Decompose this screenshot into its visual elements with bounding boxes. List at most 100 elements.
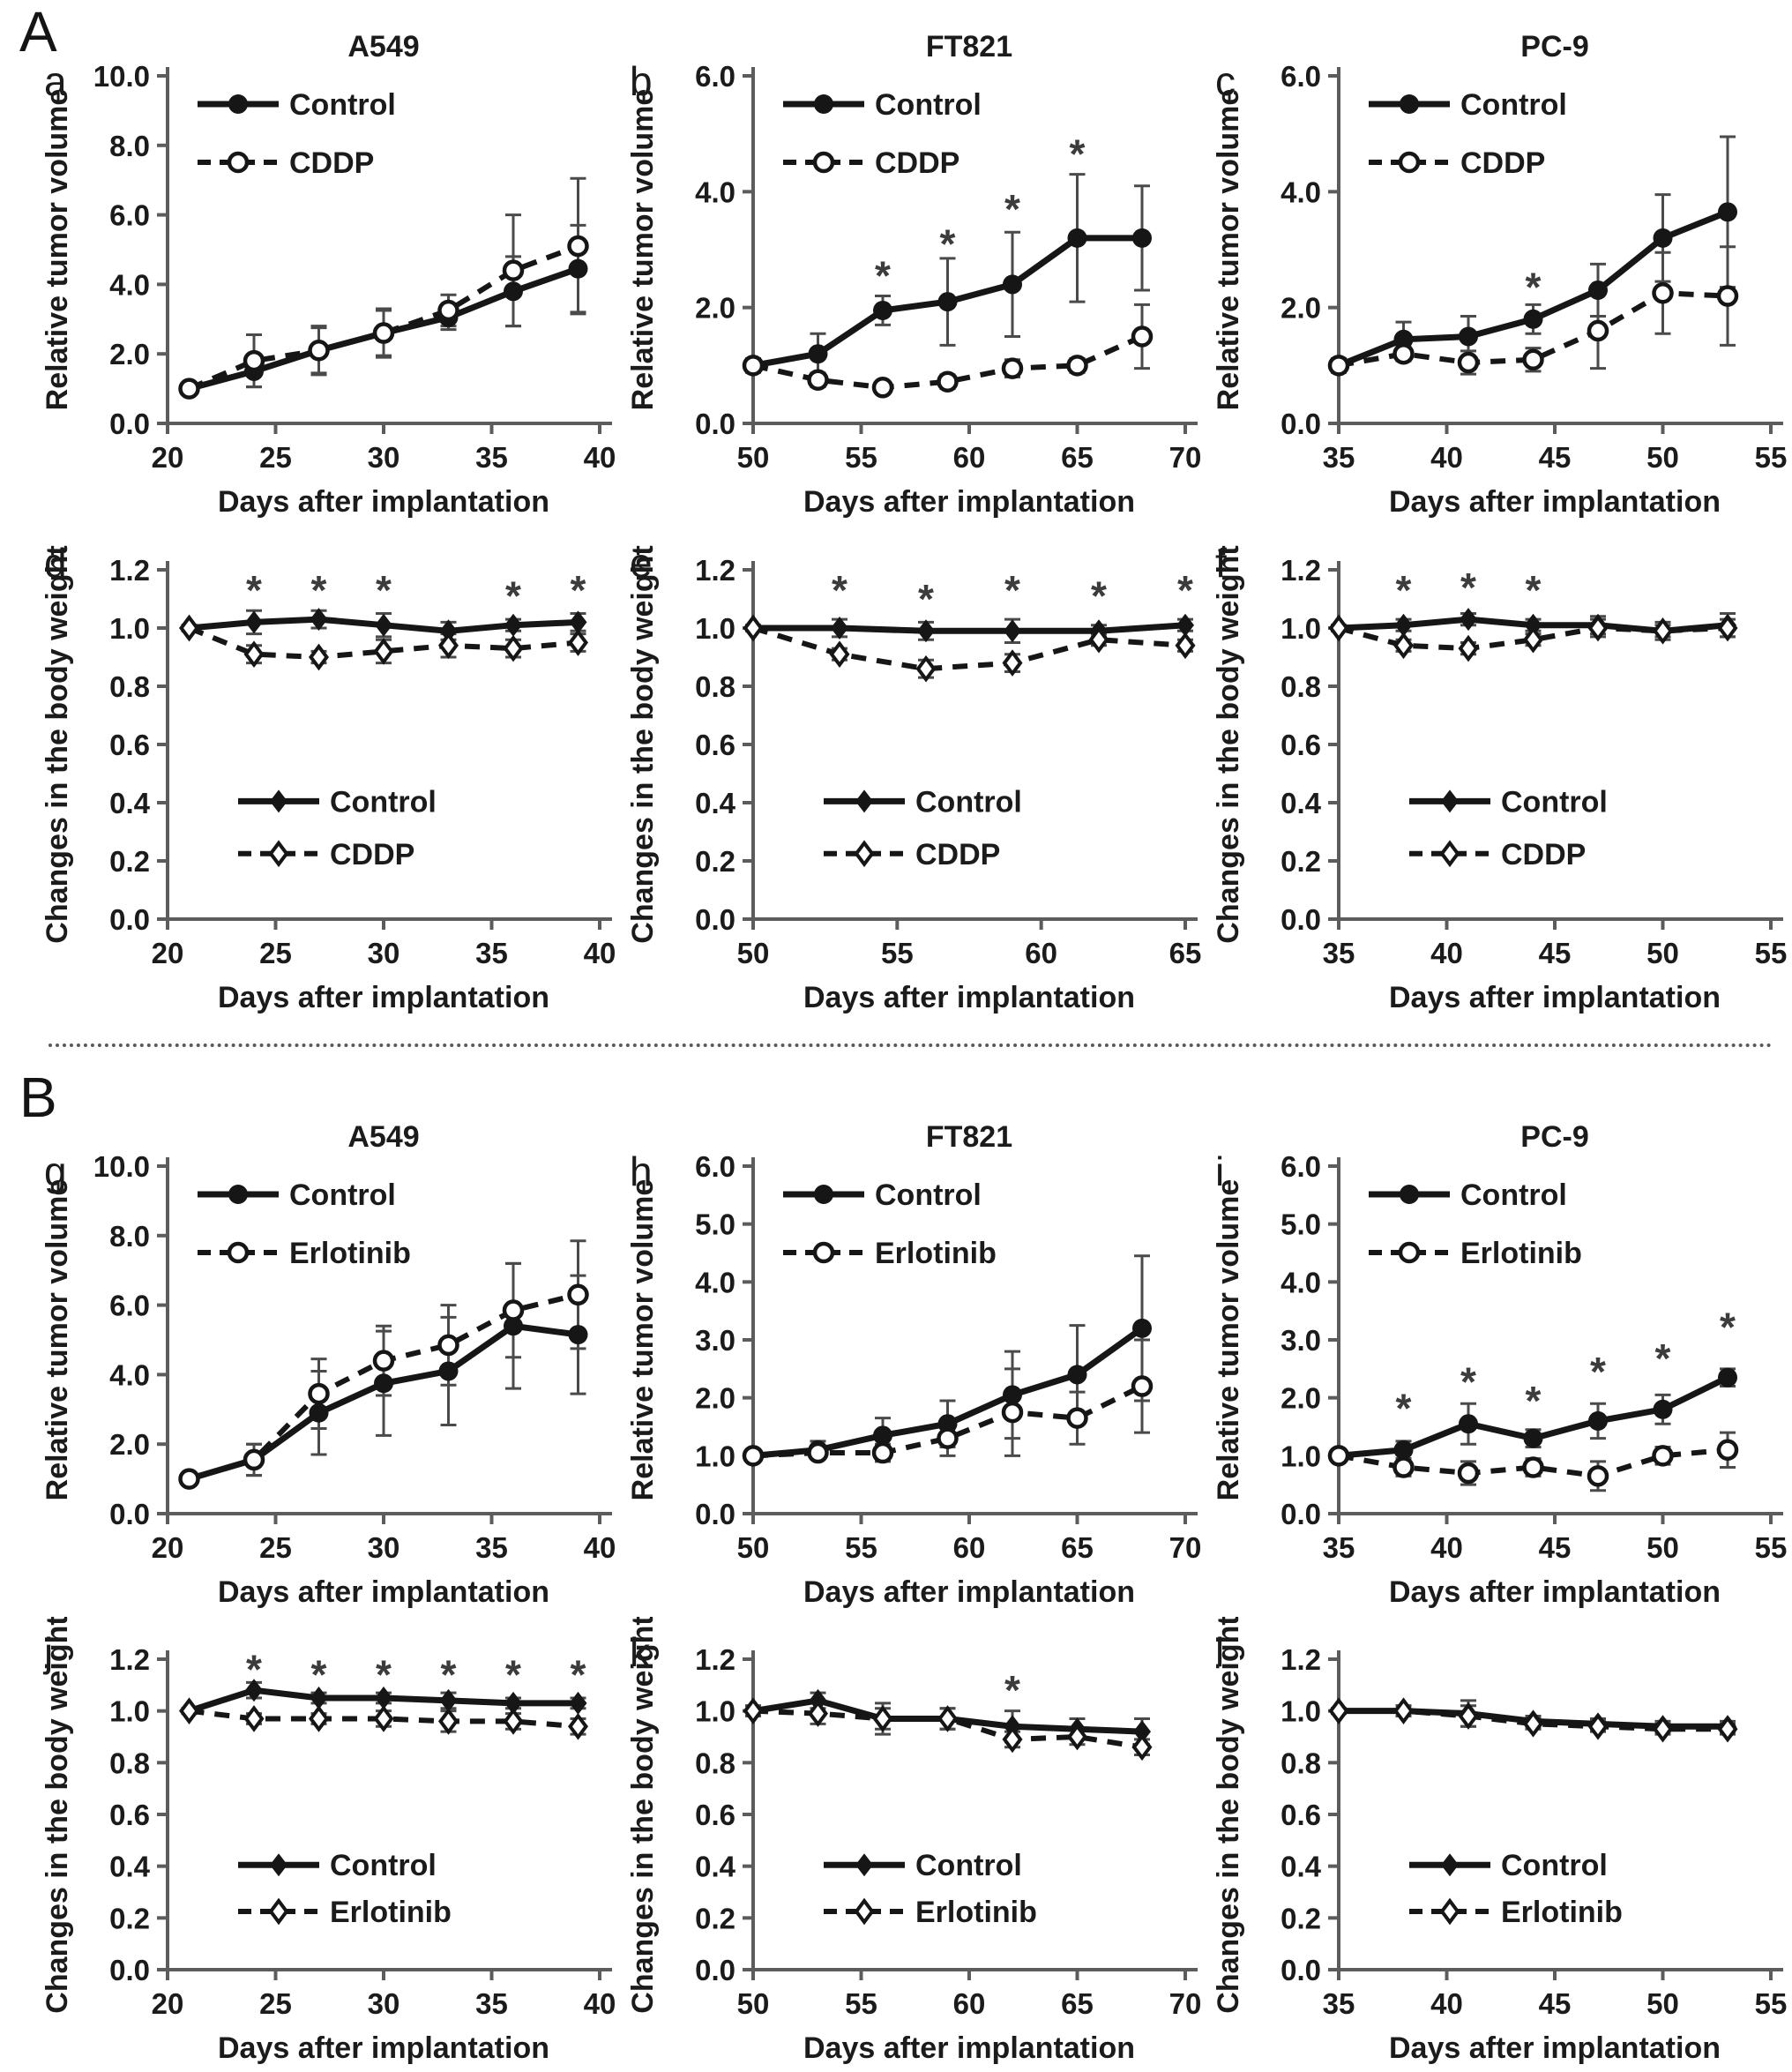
asterisk: * <box>1396 1385 1412 1431</box>
asterisk: * <box>376 567 392 613</box>
x-tick-label: 35 <box>1323 441 1355 474</box>
marker-open-diamond <box>1002 649 1023 677</box>
y-tick-label: 0.2 <box>1281 1902 1321 1934</box>
legend-label: Control <box>1501 1849 1608 1882</box>
x-tick-label: 60 <box>1025 937 1057 969</box>
marker-open-diamond <box>438 1708 459 1735</box>
series-markers-cddp <box>1327 282 1739 377</box>
marker-open-circle <box>437 299 459 322</box>
y-tick-label: 3.0 <box>1281 1324 1321 1357</box>
marker-open-diamond <box>438 632 459 660</box>
x-tick-label: 45 <box>1539 1987 1572 2020</box>
significance-asterisks: * * * <box>1396 565 1542 613</box>
y-axis-label: Relative tumor volume <box>626 1179 660 1501</box>
legend: Control CDDP <box>1409 785 1608 871</box>
marker-filled-diamond <box>375 1687 392 1709</box>
marker-open-circle <box>1398 151 1421 174</box>
marker-open-diamond <box>179 1697 199 1725</box>
y-axis-label: Relative tumor volume <box>1212 1179 1245 1501</box>
marker-filled-circle <box>309 1403 329 1423</box>
y-tick-label: 1.0 <box>695 612 735 645</box>
marker-open-diamond <box>1067 1723 1087 1751</box>
legend-label: Erlotinib <box>1460 1237 1582 1270</box>
x-tick-label: 20 <box>152 441 184 474</box>
marker-filled-diamond <box>439 1688 458 1712</box>
legend: Control CDDP <box>824 785 1022 871</box>
marker-open-circle <box>742 355 765 377</box>
marker-filled-diamond <box>270 1853 287 1877</box>
marker-filled-circle <box>1003 274 1022 295</box>
asterisk: * <box>376 1652 392 1698</box>
x-tick-label: 35 <box>1323 937 1355 969</box>
y-tick-label: 1.0 <box>695 1695 735 1728</box>
marker-filled-diamond <box>917 619 935 643</box>
panel-letter: h <box>630 1148 653 1194</box>
x-tick-label: 60 <box>953 1987 986 2020</box>
legend: Control CDDP <box>1369 88 1567 180</box>
row-2: d Changes in the body weight 0.0 0.2 0.4 0.6 0… <box>35 527 1792 1026</box>
marker-open-circle <box>937 370 959 393</box>
x-tick-label: 35 <box>475 1987 508 2020</box>
axes <box>1328 67 1783 434</box>
marker-open-diamond <box>309 643 329 671</box>
significance-asterisks: * <box>1526 265 1542 310</box>
x-tick-label: 45 <box>1539 937 1572 969</box>
y-tick-label: 0.8 <box>1281 1747 1321 1779</box>
x-tick-label: 65 <box>1061 1987 1094 2020</box>
y-tick-label: 6.0 <box>109 1290 150 1322</box>
axes <box>157 1650 612 1980</box>
x-tick-label: 20 <box>152 1987 184 2020</box>
marker-filled-diamond <box>831 617 848 640</box>
x-tick-label: 40 <box>584 1531 616 1564</box>
marker-filled-circle <box>1653 1399 1673 1419</box>
marker-open-circle <box>243 349 265 372</box>
marker-filled-circle <box>438 1361 459 1381</box>
marker-open-diamond <box>1717 1715 1738 1743</box>
panel-c: c PC-9 Relative tumor volume 0.0 2.0 4.0 6.0 35… <box>1206 18 1792 530</box>
row-4: j Changes in the body weight 0.0 0.2 0.4 0.6 0… <box>35 1615 1792 2072</box>
marker-filled-circle <box>814 1185 833 1204</box>
panel-letter: k <box>630 1629 651 1675</box>
axes <box>1328 561 1783 930</box>
panel-letter: e <box>630 540 653 586</box>
series-markers-erlotinib <box>1327 1439 1739 1487</box>
x-tick-label: 70 <box>1169 1987 1202 2020</box>
panel-b: b FT821 Relative tumor volume 0.0 2.0 4.0 6.0 5… <box>621 18 1206 530</box>
marker-open-diamond <box>1439 1897 1460 1926</box>
y-tick-label: 0.6 <box>109 729 150 761</box>
marker-open-circle <box>812 151 835 174</box>
legend-label: Control <box>330 785 437 819</box>
asterisk: * <box>311 1652 327 1698</box>
y-tick-label: 0.2 <box>695 1902 735 1934</box>
legend-label: CDDP <box>1501 838 1586 871</box>
legend: Control Erlotinib <box>1369 1178 1582 1270</box>
y-tick-label: 0.8 <box>1281 670 1321 703</box>
marker-filled-circle <box>1523 1428 1543 1448</box>
marker-filled-circle <box>1067 1365 1087 1385</box>
legend: Control Erlotinib <box>783 1178 997 1270</box>
x-tick-label: 20 <box>152 937 184 969</box>
panel-l: l Changes in the body weight 0.0 0.2 0.4 0.6 0… <box>1206 1615 1792 2072</box>
marker-filled-circle <box>1459 326 1478 347</box>
marker-open-diamond <box>915 655 937 683</box>
marker-open-diamond <box>179 614 199 642</box>
marker-open-circle <box>1457 1462 1480 1485</box>
chart-i: i PC-9 Relative tumor volume 0.0 1.0 2.0 3.0 4.… <box>1212 1120 1787 1609</box>
asterisk: * <box>1526 265 1542 310</box>
y-tick-label: 1.2 <box>695 554 735 587</box>
y-tick-label: 0.6 <box>695 1799 735 1831</box>
legend-label: CDDP <box>875 146 959 180</box>
x-axis-label: Days after implantation <box>1389 485 1721 519</box>
y-tick-label: 5.0 <box>1281 1208 1321 1241</box>
marker-open-circle <box>372 322 395 344</box>
asterisk: * <box>1070 131 1086 177</box>
significance-asterisks: * * * * * <box>832 567 1193 622</box>
marker-filled-diamond <box>569 610 587 634</box>
panel-letter: a <box>44 58 67 104</box>
legend-label: Control <box>1460 1178 1567 1212</box>
marker-open-diamond <box>1439 840 1460 868</box>
marker-filled-diamond <box>504 1691 522 1715</box>
panel-letter: c <box>1215 58 1236 104</box>
marker-open-diamond <box>568 1712 588 1740</box>
